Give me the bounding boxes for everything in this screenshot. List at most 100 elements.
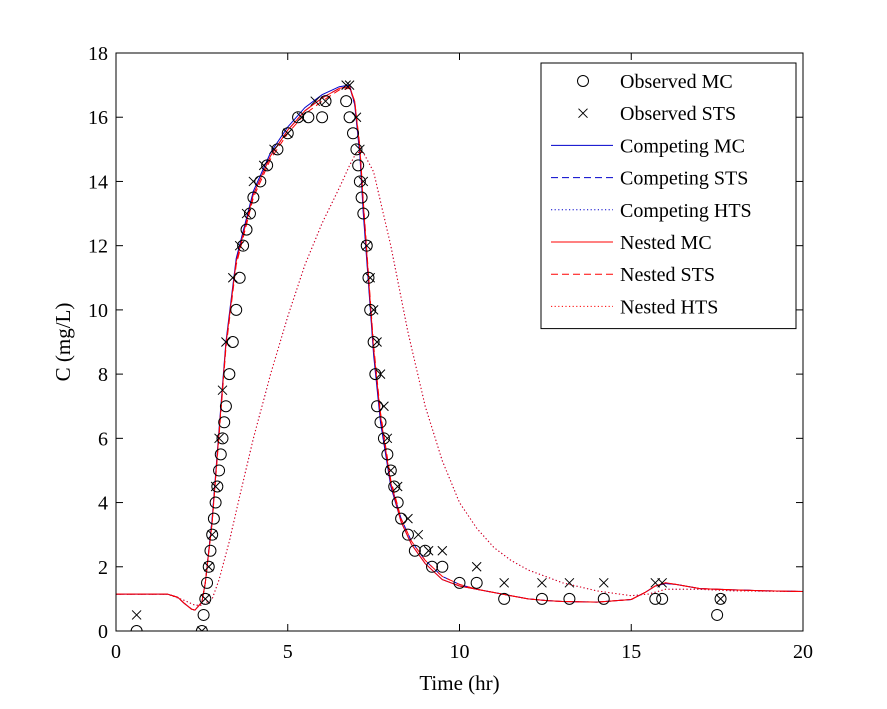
data-point-observed-mc bbox=[384, 464, 397, 477]
data-point-observed-mc bbox=[395, 512, 408, 525]
data-point-observed-sts bbox=[385, 465, 396, 476]
data-point-observed-mc bbox=[233, 271, 246, 284]
x-tick-label: 0 bbox=[111, 641, 121, 663]
data-point-observed-sts bbox=[214, 433, 224, 444]
x-tick-label: 5 bbox=[283, 641, 293, 663]
data-point-observed-mc bbox=[364, 303, 377, 316]
legend-label: Competing MC bbox=[620, 135, 745, 157]
legend-label: Competing HTS bbox=[620, 200, 752, 222]
y-tick-label: 4 bbox=[98, 493, 108, 515]
data-point-observed-mc bbox=[247, 191, 260, 204]
data-point-observed-mc bbox=[281, 127, 294, 140]
data-point-observed-sts bbox=[403, 513, 413, 524]
data-point-observed-mc bbox=[302, 111, 315, 124]
legend-label: Nested HTS bbox=[620, 296, 718, 318]
data-point-observed-mc bbox=[419, 544, 432, 557]
data-point-observed-sts bbox=[197, 626, 207, 631]
data-point-observed-mc bbox=[408, 544, 421, 557]
data-point-observed-mc bbox=[352, 159, 365, 172]
legend-label: Observed MC bbox=[620, 71, 733, 93]
data-point-observed-mc bbox=[206, 528, 219, 541]
data-point-observed-mc bbox=[535, 592, 548, 605]
data-point-observed-mc bbox=[360, 239, 373, 252]
data-point-observed-mc bbox=[254, 175, 267, 188]
legend-marker bbox=[577, 75, 589, 87]
data-point-observed-sts bbox=[207, 529, 218, 540]
y-axis-label: C (mg/L) bbox=[51, 303, 75, 382]
data-point-observed-mc bbox=[714, 592, 727, 605]
data-point-observed-mc bbox=[216, 432, 229, 445]
data-point-observed-mc bbox=[209, 496, 222, 509]
data-point-observed-mc bbox=[498, 592, 511, 605]
data-point-observed-sts bbox=[499, 577, 510, 588]
data-point-observed-mc bbox=[391, 496, 404, 509]
data-point-observed-mc bbox=[214, 448, 227, 461]
data-point-observed-mc bbox=[130, 625, 143, 631]
data-point-observed-sts bbox=[413, 529, 424, 540]
data-point-observed-sts bbox=[320, 96, 331, 107]
data-point-observed-sts bbox=[203, 561, 214, 572]
data-point-observed-mc bbox=[226, 336, 239, 348]
data-point-observed-mc bbox=[243, 207, 256, 220]
data-point-observed-sts bbox=[241, 208, 252, 219]
legend-box bbox=[540, 62, 797, 330]
x-tick-label: 20 bbox=[793, 641, 813, 663]
data-point-observed-mc bbox=[195, 625, 208, 631]
data-point-observed-sts bbox=[372, 337, 382, 347]
data-point-observed-mc bbox=[230, 303, 243, 316]
legend-label: Nested STS bbox=[620, 264, 715, 286]
data-point-observed-mc bbox=[347, 127, 360, 140]
data-point-observed-sts bbox=[131, 610, 142, 620]
y-tick-label: 16 bbox=[88, 107, 108, 129]
y-tick-label: 2 bbox=[98, 557, 108, 579]
data-point-observed-sts bbox=[375, 369, 386, 379]
data-point-observed-sts bbox=[564, 577, 575, 588]
data-point-observed-sts bbox=[537, 577, 547, 588]
data-point-observed-mc bbox=[292, 111, 305, 124]
data-point-observed-mc bbox=[377, 432, 390, 445]
data-point-observed-mc bbox=[202, 560, 215, 573]
data-point-observed-sts bbox=[210, 481, 221, 492]
data-point-observed-sts bbox=[382, 433, 393, 444]
data-point-observed-mc bbox=[213, 464, 226, 477]
data-point-observed-mc bbox=[350, 143, 363, 156]
data-point-observed-mc bbox=[343, 111, 356, 124]
data-point-observed-mc bbox=[316, 111, 329, 124]
x-tick-label: 15 bbox=[621, 641, 641, 663]
data-point-observed-mc bbox=[223, 368, 236, 381]
data-point-observed-sts bbox=[358, 176, 369, 187]
data-point-observed-sts bbox=[355, 144, 365, 155]
data-point-observed-sts bbox=[217, 385, 228, 396]
data-point-observed-mc bbox=[362, 271, 375, 284]
data-point-observed-mc bbox=[426, 560, 439, 573]
data-point-observed-mc bbox=[353, 175, 366, 188]
x-tick-label: 10 bbox=[450, 641, 470, 663]
data-point-observed-mc bbox=[211, 480, 224, 493]
y-tick-label: 6 bbox=[98, 428, 108, 450]
data-point-observed-sts bbox=[344, 80, 355, 90]
y-tick-label: 0 bbox=[98, 621, 108, 643]
data-point-observed-mc bbox=[207, 512, 220, 525]
data-point-observed-mc bbox=[367, 336, 380, 348]
data-point-observed-mc bbox=[271, 143, 284, 156]
data-point-observed-sts bbox=[282, 128, 293, 139]
data-point-observed-sts bbox=[296, 112, 307, 123]
data-point-observed-sts bbox=[715, 594, 726, 604]
legend-label: Observed STS bbox=[620, 103, 736, 125]
data-point-observed-mc bbox=[240, 223, 253, 236]
data-point-observed-sts bbox=[200, 594, 211, 604]
data-point-observed-mc bbox=[381, 448, 394, 461]
y-tick-label: 14 bbox=[88, 171, 108, 193]
data-point-observed-mc bbox=[357, 207, 370, 220]
data-point-observed-mc bbox=[711, 608, 724, 621]
data-point-observed-mc bbox=[656, 592, 669, 605]
data-point-observed-sts bbox=[351, 112, 362, 123]
y-tick-label: 8 bbox=[98, 364, 108, 386]
data-point-observed-mc bbox=[319, 95, 332, 108]
y-tick-label: 18 bbox=[88, 43, 108, 65]
data-point-observed-sts bbox=[248, 176, 259, 187]
data-point-observed-sts bbox=[227, 272, 238, 283]
data-point-observed-sts bbox=[221, 337, 231, 347]
data-point-observed-sts bbox=[437, 545, 448, 556]
